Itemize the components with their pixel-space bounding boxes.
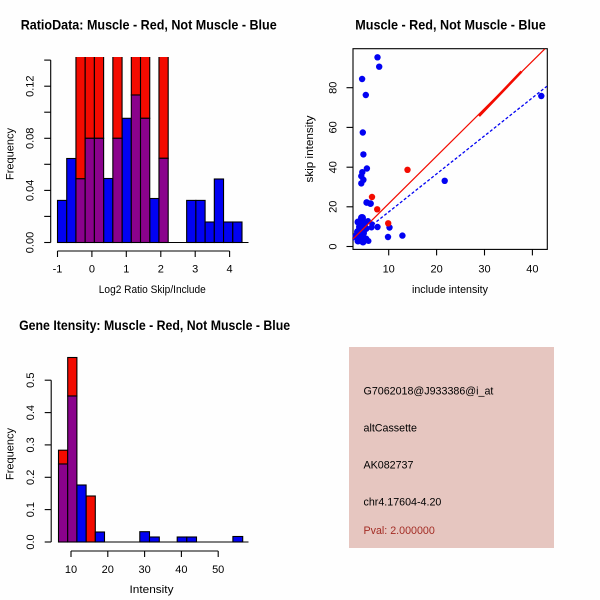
svg-text:0.5: 0.5 xyxy=(25,373,37,388)
svg-text:include intensity: include intensity xyxy=(412,284,488,296)
svg-text:2: 2 xyxy=(158,263,164,275)
svg-text:0.3: 0.3 xyxy=(25,437,37,452)
svg-text:10: 10 xyxy=(383,263,395,275)
svg-text:0.1: 0.1 xyxy=(25,502,37,517)
svg-text:0.0: 0.0 xyxy=(25,534,37,549)
svg-text:0.04: 0.04 xyxy=(25,180,37,201)
svg-text:0.00: 0.00 xyxy=(25,232,37,253)
svg-text:Frequency: Frequency xyxy=(5,128,17,180)
svg-text:skip intensity: skip intensity xyxy=(304,115,316,183)
svg-text:1: 1 xyxy=(123,263,129,275)
svg-text:altCassette: altCassette xyxy=(364,423,418,435)
svg-text:50: 50 xyxy=(212,564,224,576)
svg-text:Muscle - Red, Not Muscle - Blu: Muscle - Red, Not Muscle - Blue xyxy=(355,17,546,33)
svg-text:20: 20 xyxy=(328,201,340,213)
svg-text:0: 0 xyxy=(89,263,95,275)
svg-text:Gene Itensity: Muscle - Red, N: Gene Itensity: Muscle - Red, Not Muscle … xyxy=(19,317,290,333)
svg-text:40: 40 xyxy=(175,564,187,576)
svg-text:40: 40 xyxy=(526,263,538,275)
svg-text:0.12: 0.12 xyxy=(25,75,37,96)
svg-text:60: 60 xyxy=(328,121,340,133)
svg-text:Log2 Ratio Skip/Include: Log2 Ratio Skip/Include xyxy=(99,284,206,296)
svg-text:0.08: 0.08 xyxy=(25,128,37,149)
svg-text:Intensity: Intensity xyxy=(130,584,175,596)
svg-text:Pval: 2.000000: Pval: 2.000000 xyxy=(364,525,435,537)
svg-text:RatioData: Muscle - Red, Not M: RatioData: Muscle - Red, Not Muscle - Bl… xyxy=(21,17,277,33)
svg-text:-1: -1 xyxy=(53,263,63,275)
svg-text:10: 10 xyxy=(65,564,77,576)
svg-text:chr4.17604-4.20: chr4.17604-4.20 xyxy=(364,497,442,509)
svg-text:80: 80 xyxy=(328,82,340,94)
svg-text:20: 20 xyxy=(430,263,442,275)
svg-text:3: 3 xyxy=(192,263,198,275)
svg-text:4: 4 xyxy=(227,263,233,275)
svg-text:Frequency: Frequency xyxy=(5,428,17,480)
svg-text:30: 30 xyxy=(138,564,150,576)
svg-text:30: 30 xyxy=(478,263,490,275)
svg-text:40: 40 xyxy=(328,161,340,173)
svg-text:0.2: 0.2 xyxy=(25,470,37,485)
svg-text:20: 20 xyxy=(102,564,114,576)
svg-text:0: 0 xyxy=(328,243,340,249)
svg-text:G7062018@J933386@i_at: G7062018@J933386@i_at xyxy=(364,386,494,398)
svg-text:0.4: 0.4 xyxy=(25,405,37,420)
svg-text:AK082737: AK082737 xyxy=(364,460,414,472)
